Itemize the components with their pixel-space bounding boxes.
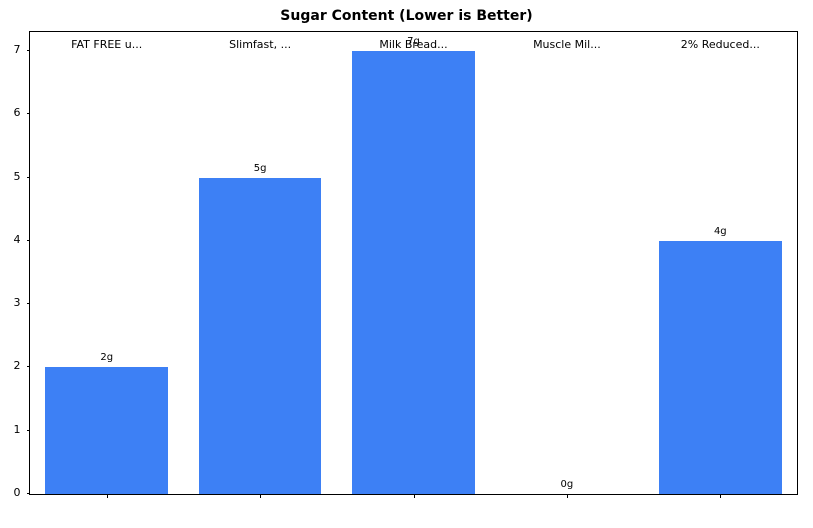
y-axis-tick-label: 5 xyxy=(13,169,21,183)
y-axis-tick-label: 7 xyxy=(13,43,21,56)
bar[interactable] xyxy=(198,177,322,494)
bar-group[interactable]: 7g xyxy=(352,32,475,494)
bar[interactable] xyxy=(352,51,475,494)
bar-series: 2g 5g 7g 0g 4g xyxy=(30,32,797,494)
y-axis-tick-label: 0 xyxy=(13,486,21,499)
x-axis-tick xyxy=(566,494,568,498)
bar-value-label: 4g xyxy=(713,225,727,237)
bar-group[interactable]: 4g xyxy=(658,32,782,494)
y-axis-tick: 7 xyxy=(14,43,30,56)
x-axis-tick-label: FAT FREE u... xyxy=(71,38,143,51)
x-axis-tick-label: Slimfast, ... xyxy=(229,38,292,51)
bar[interactable] xyxy=(658,240,782,494)
bar-value-label: 2g xyxy=(100,352,114,364)
bar-group[interactable]: 5g xyxy=(198,32,322,494)
x-axis: FAT FREE u... Slimfast, ... Milk Bread... M… xyxy=(30,32,797,498)
x-axis-tick xyxy=(260,494,262,498)
x-axis-tick-label: Milk Bread... xyxy=(379,38,448,51)
y-axis-tick: 0 xyxy=(14,486,30,499)
plot-area: 0 1 2 3 4 5 6 7 FAT FREE u... Slimfast, ... Milk … xyxy=(14,31,798,499)
bar-group[interactable]: 0g xyxy=(506,32,629,494)
y-axis-tick-label: 4 xyxy=(13,232,21,246)
bar-value-label: 7g xyxy=(407,36,420,47)
y-axis-tick-label: 1 xyxy=(13,422,21,436)
y-axis-tick: 5 xyxy=(14,170,30,183)
bar-value-label: 5g xyxy=(253,162,267,174)
y-axis-tick-label: 6 xyxy=(13,106,21,120)
y-axis-tick: 4 xyxy=(14,233,30,246)
x-axis-tick xyxy=(720,494,722,498)
bar[interactable] xyxy=(45,367,169,494)
y-axis-tick-label: 2 xyxy=(13,359,21,373)
x-axis-tick xyxy=(413,494,415,498)
y-axis-tick: 2 xyxy=(14,359,30,372)
y-axis-tick-label: 3 xyxy=(13,296,21,310)
chart-title: Sugar Content (Lower is Better) xyxy=(280,8,533,24)
bar-group[interactable]: 2g xyxy=(45,32,169,494)
x-axis-tick-label: Muscle Mil... xyxy=(533,38,601,51)
x-axis-tick xyxy=(106,494,108,498)
y-axis-tick: 6 xyxy=(14,106,30,119)
bar-value-label: 0g xyxy=(560,479,574,490)
y-axis-tick: 3 xyxy=(14,296,30,309)
x-axis-tick-label: 2% Reduced... xyxy=(680,38,760,51)
y-axis-tick: 1 xyxy=(14,423,30,436)
